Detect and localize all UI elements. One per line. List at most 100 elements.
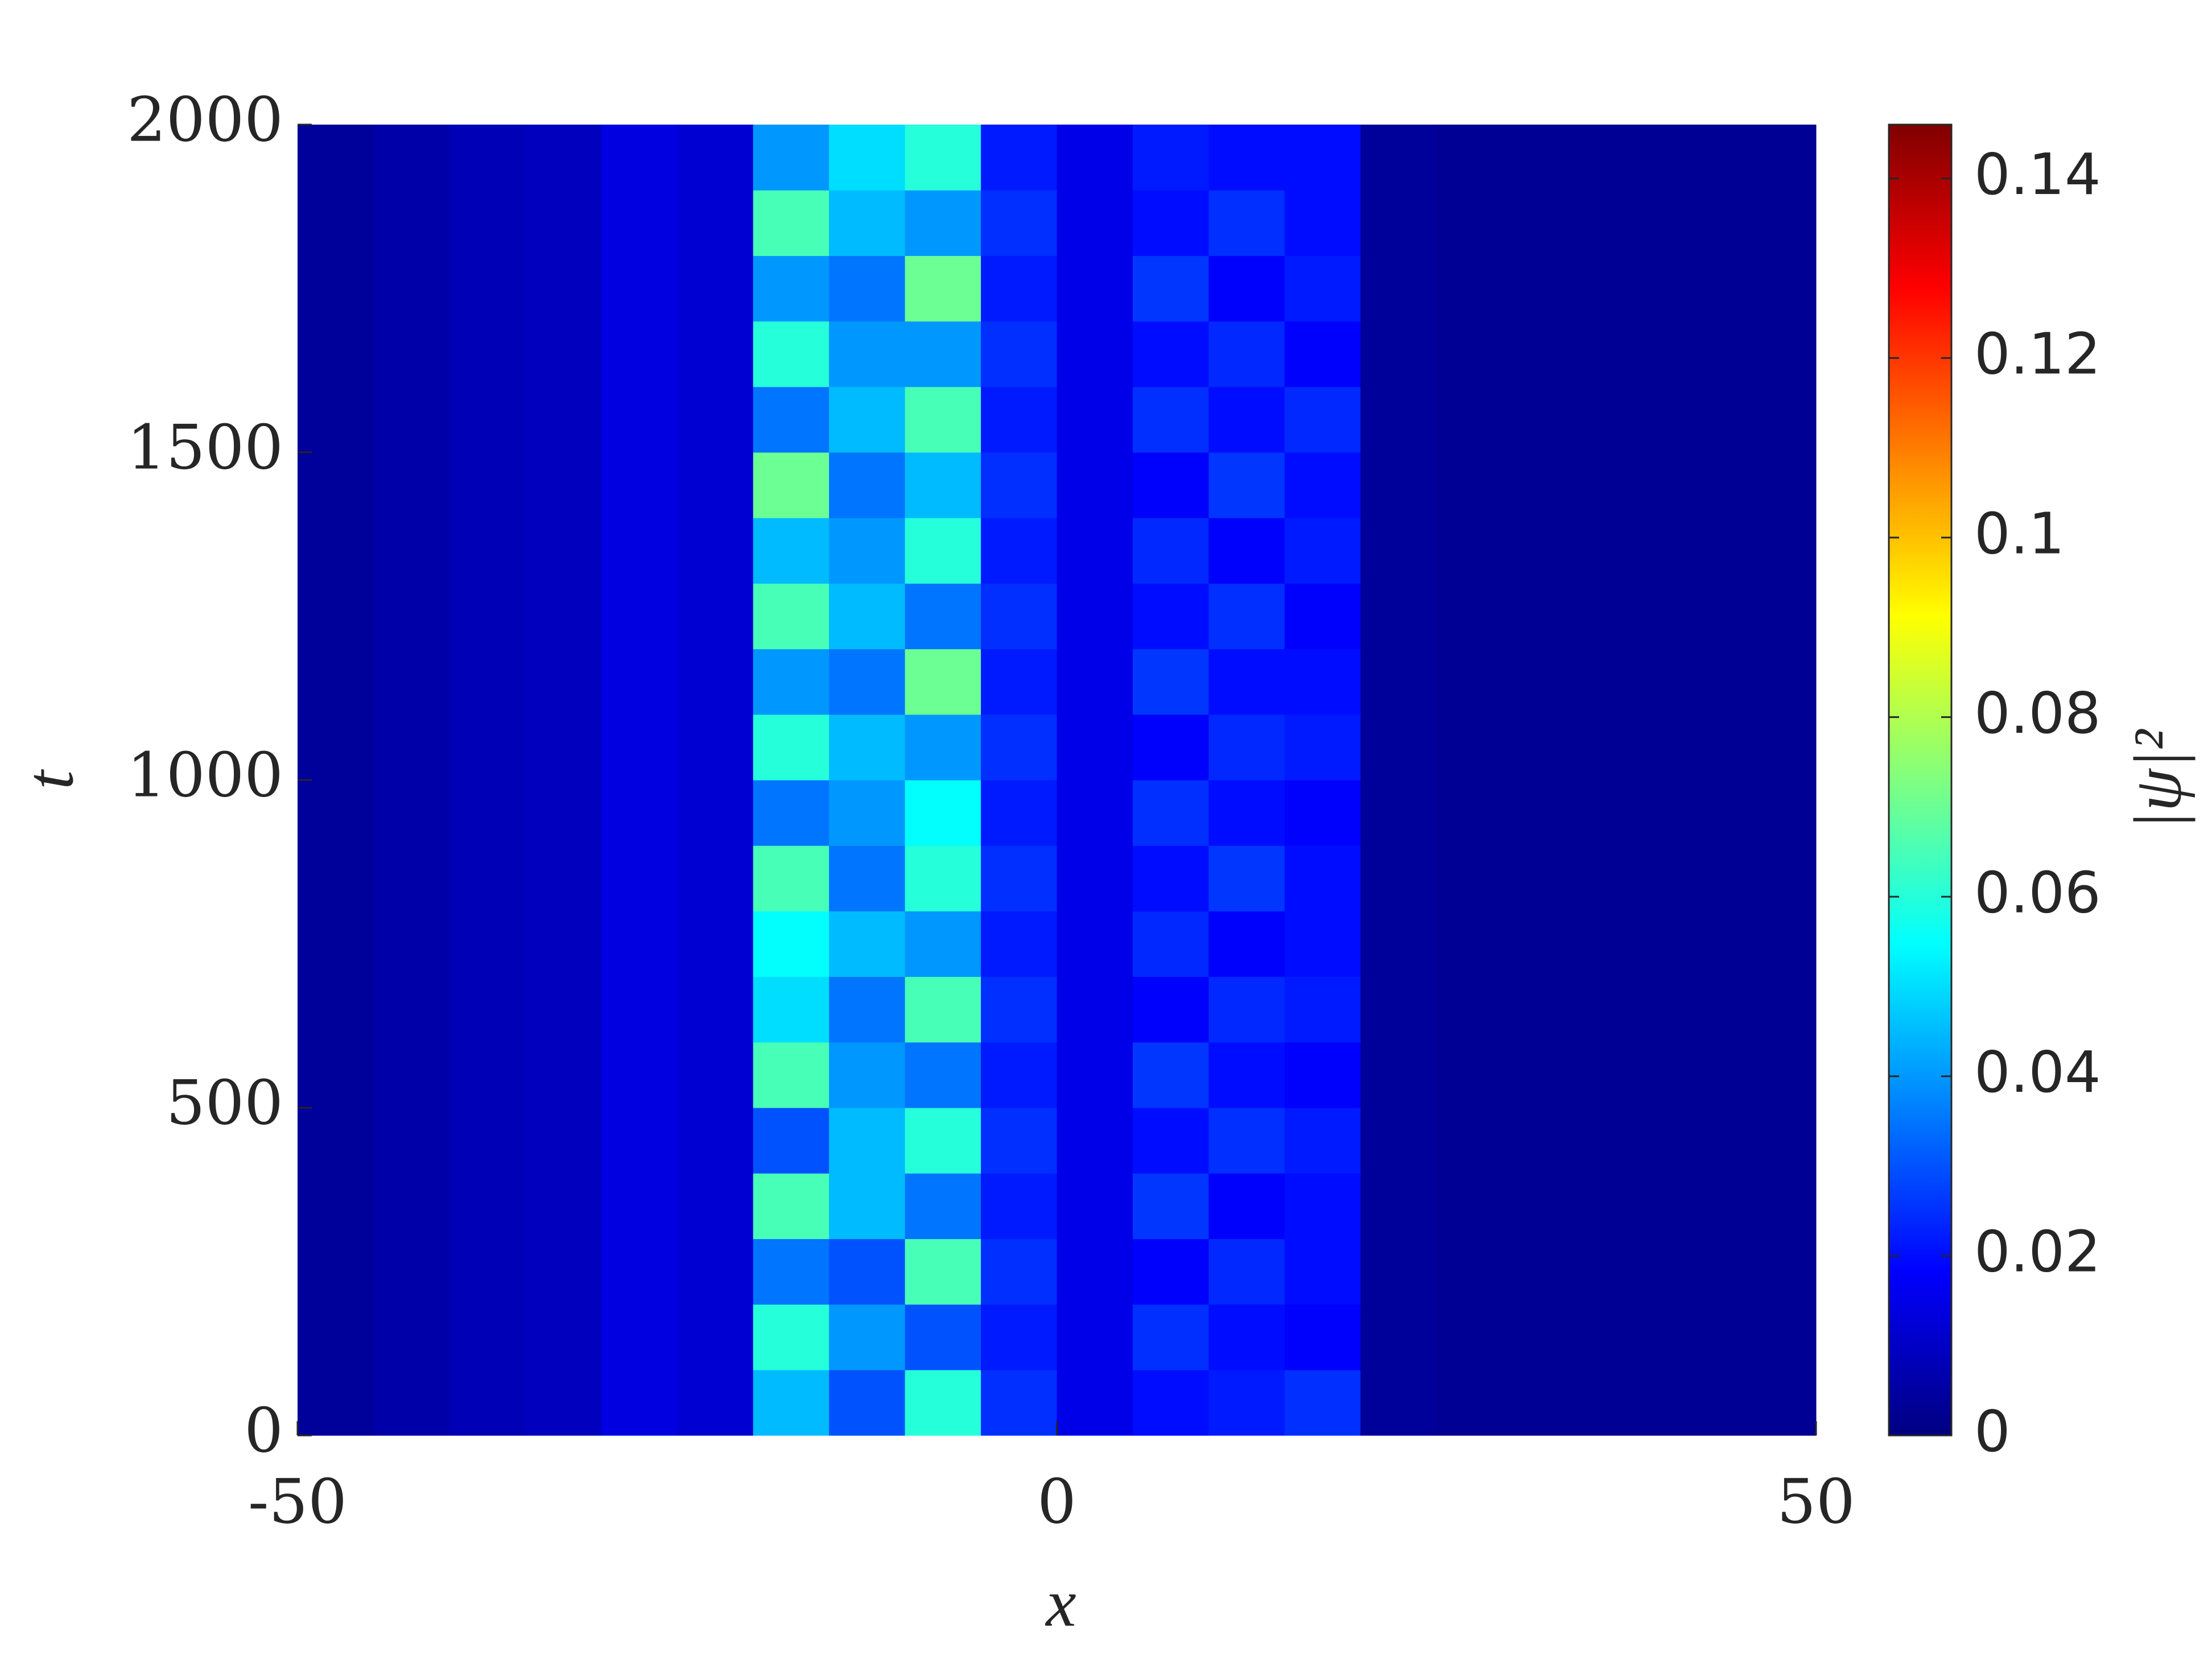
heatmap-cell <box>601 321 678 387</box>
heatmap-cell <box>981 583 1057 650</box>
heatmap-cell <box>1588 911 1665 977</box>
heatmap-cell <box>1057 125 1133 191</box>
heatmap-cell <box>677 518 754 584</box>
heatmap-cell <box>1284 1369 1361 1436</box>
heatmap-cell <box>525 649 602 715</box>
heatmap-cell <box>1740 1173 1817 1239</box>
heatmap-cell <box>981 1369 1057 1436</box>
heatmap-cell <box>1664 255 1741 322</box>
heatmap-cell <box>677 1173 754 1239</box>
heatmap-cell <box>1208 1042 1285 1108</box>
heatmap-cell <box>449 780 526 846</box>
heatmap-cell <box>753 1042 830 1108</box>
heatmap-cell <box>829 1108 906 1174</box>
heatmap-cell <box>525 583 602 650</box>
heatmap-cell <box>1132 255 1209 322</box>
heatmap-cell <box>525 714 602 781</box>
heatmap-cell <box>1057 190 1133 256</box>
heatmap-cell <box>677 845 754 911</box>
heatmap-cell <box>601 1369 678 1436</box>
heatmap-cell <box>981 1173 1057 1239</box>
heatmap-cell <box>677 649 754 715</box>
heatmap-cell <box>449 911 526 977</box>
heatmap-cell <box>1740 125 1817 191</box>
heatmap-cell <box>1664 583 1741 650</box>
heatmap-cell <box>981 125 1057 191</box>
heatmap-cell <box>1512 386 1589 453</box>
heatmap-cell <box>1664 714 1741 781</box>
heatmap-cell <box>1057 1304 1133 1371</box>
heatmap-cell <box>1512 518 1589 584</box>
heatmap-cell <box>753 1369 830 1436</box>
heatmap-cell <box>1740 845 1817 911</box>
heatmap-cell <box>1360 190 1437 256</box>
heatmap-cell <box>1360 1042 1437 1108</box>
heatmap-cell <box>1360 518 1437 584</box>
heatmap-cell <box>829 1369 906 1436</box>
heatmap-cell <box>1208 1108 1285 1174</box>
heatmap-cell <box>1512 583 1589 650</box>
heatmap-cell <box>1057 780 1133 846</box>
heatmap-cell <box>298 845 374 911</box>
heatmap-cell <box>601 1108 678 1174</box>
heatmap-cell <box>1208 321 1285 387</box>
heatmap-cell <box>1057 714 1133 781</box>
heatmap-cell <box>1664 1173 1741 1239</box>
heatmap-cell <box>298 1173 374 1239</box>
heatmap-cell <box>753 386 830 453</box>
heatmap-cell <box>373 1108 450 1174</box>
heatmap-cell <box>1740 583 1817 650</box>
heatmap-cell <box>1208 255 1285 322</box>
heatmap-cell <box>1436 255 1513 322</box>
heatmap-cell <box>298 518 374 584</box>
heatmap-cell <box>829 1304 906 1371</box>
heatmap-cell <box>1664 1304 1741 1371</box>
heatmap-cell <box>1436 1304 1513 1371</box>
heatmap-cell <box>298 452 374 518</box>
heatmap-cell <box>905 583 981 650</box>
heatmap-cell <box>373 452 450 518</box>
heatmap-cell <box>1588 583 1665 650</box>
heatmap-cell <box>601 845 678 911</box>
heatmap-cell <box>373 845 450 911</box>
heatmap-cell <box>1208 1239 1285 1305</box>
heatmap-cell <box>981 452 1057 518</box>
heatmap-cell <box>1664 1108 1741 1174</box>
colorbar-label: |ψ|² <box>2120 729 2196 831</box>
heatmap-cell <box>1740 714 1817 781</box>
heatmap-cell <box>1436 780 1513 846</box>
heatmap-cell <box>1740 911 1817 977</box>
heatmap-cell <box>373 386 450 453</box>
heatmap-cell <box>449 1239 526 1305</box>
heatmap-cell <box>525 1173 602 1239</box>
heatmap-cell <box>753 1173 830 1239</box>
x-tick-label: 50 <box>1777 1466 1855 1537</box>
heatmap-cell <box>905 780 981 846</box>
heatmap-cell <box>981 386 1057 453</box>
heatmap-cell <box>905 386 981 453</box>
heatmap-cell <box>601 583 678 650</box>
heatmap-cell <box>298 255 374 322</box>
heatmap-cell <box>1436 321 1513 387</box>
heatmap-cell <box>373 780 450 846</box>
heatmap-cell <box>525 911 602 977</box>
heatmap-cell <box>753 255 830 322</box>
heatmap-cell <box>1740 780 1817 846</box>
heatmap-cell <box>1057 1173 1133 1239</box>
heatmap-cell <box>449 321 526 387</box>
heatmap-cell <box>981 845 1057 911</box>
heatmap-cell <box>1132 1108 1209 1174</box>
heatmap-cell <box>905 255 981 322</box>
heatmap-cell <box>373 911 450 977</box>
heatmap-cell <box>829 714 906 781</box>
heatmap-cell <box>449 1369 526 1436</box>
heatmap-cell <box>981 518 1057 584</box>
heatmap-cell <box>981 1239 1057 1305</box>
heatmap-cell <box>753 845 830 911</box>
heatmap-cell <box>1740 1304 1817 1371</box>
heatmap-cell <box>1132 911 1209 977</box>
heatmap-cell <box>829 780 906 846</box>
heatmap-cell <box>373 1239 450 1305</box>
heatmap-cell <box>1057 386 1133 453</box>
